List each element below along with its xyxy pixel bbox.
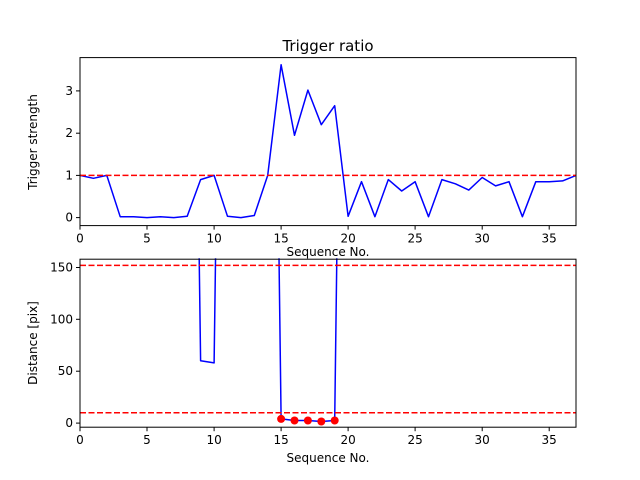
y-tick-label: 2 [65,126,73,140]
x-tick-label: 30 [475,232,490,246]
axes-1: 0 5 10 15 20 25 30 35 0 50 100 150 [50,258,577,447]
top-xaxis-label: Sequence No. [286,245,370,259]
axes-0: 0 5 10 15 20 25 30 35 0 1 2 3 [65,57,577,246]
x-tick-label: 15 [273,232,288,246]
x-tick-label: 35 [542,232,557,246]
data-line [198,258,338,423]
trigger-point-marker [317,417,326,426]
trigger-point-marker [330,416,339,425]
y-tick-label: 50 [58,364,73,378]
x-tick-label: 30 [475,433,490,447]
y-tick-label: 150 [50,261,73,275]
x-tick-label: 5 [143,232,151,246]
bottom-xaxis-label: Sequence No. [286,451,370,465]
x-tick-label: 35 [542,433,557,447]
x-tick-label: 20 [340,232,355,246]
y-tick-label: 1 [65,168,73,182]
x-tick-label: 25 [407,433,422,447]
x-tick-label: 20 [340,433,355,447]
trigger-point-marker [303,416,312,425]
axes-background [80,259,576,428]
x-tick-label: 10 [206,232,221,246]
x-tick-label: 0 [76,433,84,447]
top-yaxis-label: Trigger strength [26,94,40,190]
chart-title: Trigger ratio [282,37,374,55]
trigger-point-marker [290,416,299,425]
x-tick-label: 5 [143,433,151,447]
x-tick-label: 10 [206,433,221,447]
trigger-point-marker [277,414,286,423]
y-tick-label: 3 [65,84,73,98]
x-tick-label: 0 [76,232,84,246]
axes-background [80,57,576,226]
bottom-yaxis-label: Distance [pix] [26,301,40,385]
x-tick-label: 15 [273,433,288,447]
axes-frame [79,258,577,428]
axes-frame [79,57,577,227]
data-line [79,64,577,219]
y-tick-label: 100 [50,312,73,326]
y-tick-label: 0 [65,416,73,430]
x-tick-label: 25 [407,232,422,246]
y-tick-label: 0 [65,211,73,225]
